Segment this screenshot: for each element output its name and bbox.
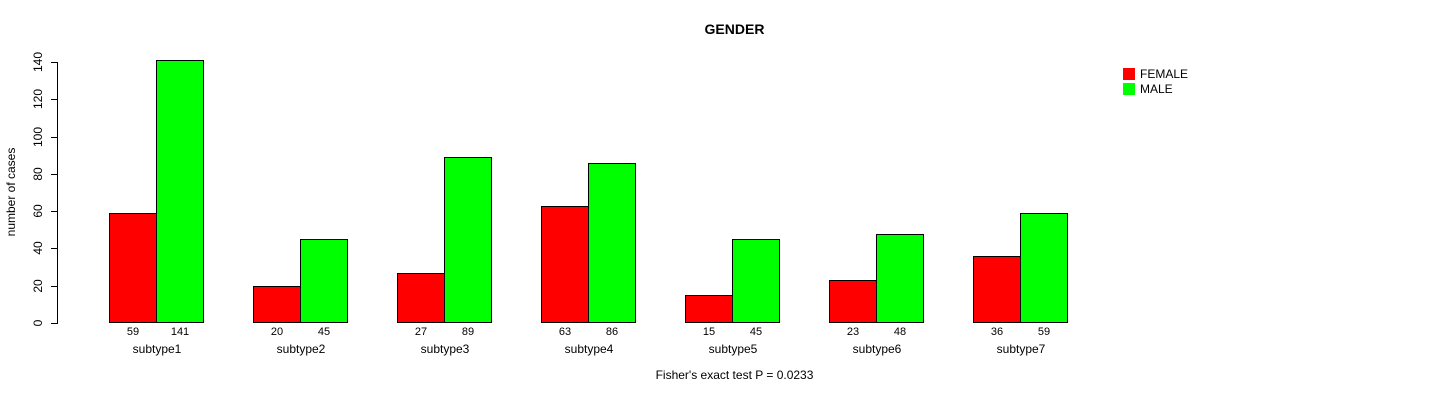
y-axis-tick-label-text: 0 (31, 319, 45, 327)
bar-value-label: 141 (170, 326, 190, 338)
category-label-subtype4: subtype4 (564, 342, 614, 356)
bar-male-subtype3 (444, 157, 492, 323)
category-label-subtype1: subtype1 (132, 342, 182, 356)
female-swatch-icon (1123, 67, 1135, 80)
y-axis-tick-label-text: 100 (31, 126, 45, 148)
y-axis-tick-label-text: 20 (31, 279, 45, 293)
y-axis-tick-label-text: 140 (31, 51, 45, 73)
bar-female-subtype7 (973, 256, 1021, 323)
bar-value-label: 45 (317, 326, 331, 338)
y-axis-tick (51, 174, 57, 175)
category-label-subtype7: subtype7 (996, 342, 1046, 356)
bar-value-label: 45 (749, 326, 763, 338)
category-label-subtype5: subtype5 (708, 342, 758, 356)
y-axis-tick (51, 137, 57, 138)
category-label-subtype2: subtype2 (276, 342, 326, 356)
bar-male-subtype4 (588, 163, 636, 323)
bar-female-subtype1 (109, 213, 157, 323)
bar-male-subtype7 (1020, 213, 1068, 323)
bar-female-subtype2 (253, 286, 301, 323)
legend-label-male: MALE (1140, 81, 1173, 96)
y-axis-tick-label-text: 120 (31, 88, 45, 110)
bar-female-subtype6 (829, 280, 877, 323)
chart-title: GENDER (704, 21, 765, 37)
y-axis-tick-label-text: 80 (31, 167, 45, 181)
bar-value-label: 20 (270, 326, 284, 338)
bar-value-label: 63 (558, 326, 572, 338)
y-axis-title-text: number of cases (4, 147, 18, 237)
y-axis-tick (51, 248, 57, 249)
bar-value-label: 86 (605, 326, 619, 338)
bar-value-label: 27 (414, 326, 428, 338)
bar-value-label: 36 (990, 326, 1004, 338)
caption: Fisher's exact test P = 0.0233 (655, 368, 814, 382)
legend-item-female: FEMALE (1123, 66, 1188, 81)
bar-male-subtype6 (876, 234, 924, 323)
legend: FEMALE MALE (1123, 66, 1188, 96)
y-axis-tick-label-text: 60 (31, 204, 45, 218)
category-label-subtype6: subtype6 (852, 342, 902, 356)
legend-item-male: MALE (1123, 81, 1188, 96)
legend-label-female: FEMALE (1140, 66, 1189, 81)
y-axis-tick (51, 62, 57, 63)
y-axis-tick (51, 286, 57, 287)
category-label-subtype3: subtype3 (420, 342, 470, 356)
bar-value-label: 15 (702, 326, 716, 338)
bar-female-subtype4 (541, 206, 589, 323)
bar-value-label: 59 (1037, 326, 1051, 338)
y-axis-tick (51, 323, 57, 324)
bar-male-subtype2 (300, 239, 348, 323)
bar-male-subtype5 (732, 239, 780, 323)
bar-female-subtype5 (685, 295, 733, 323)
bar-value-label: 89 (461, 326, 475, 338)
bar-value-label: 59 (126, 326, 140, 338)
y-axis-line (57, 62, 58, 324)
y-axis-tick (51, 99, 57, 100)
bar-value-label: 48 (893, 326, 907, 338)
bar-value-label: 23 (846, 326, 860, 338)
y-axis-tick-label-text: 40 (31, 241, 45, 255)
y-axis-tick (51, 211, 57, 212)
male-swatch-icon (1123, 82, 1135, 95)
bar-male-subtype1 (156, 60, 204, 323)
bar-female-subtype3 (397, 273, 445, 323)
